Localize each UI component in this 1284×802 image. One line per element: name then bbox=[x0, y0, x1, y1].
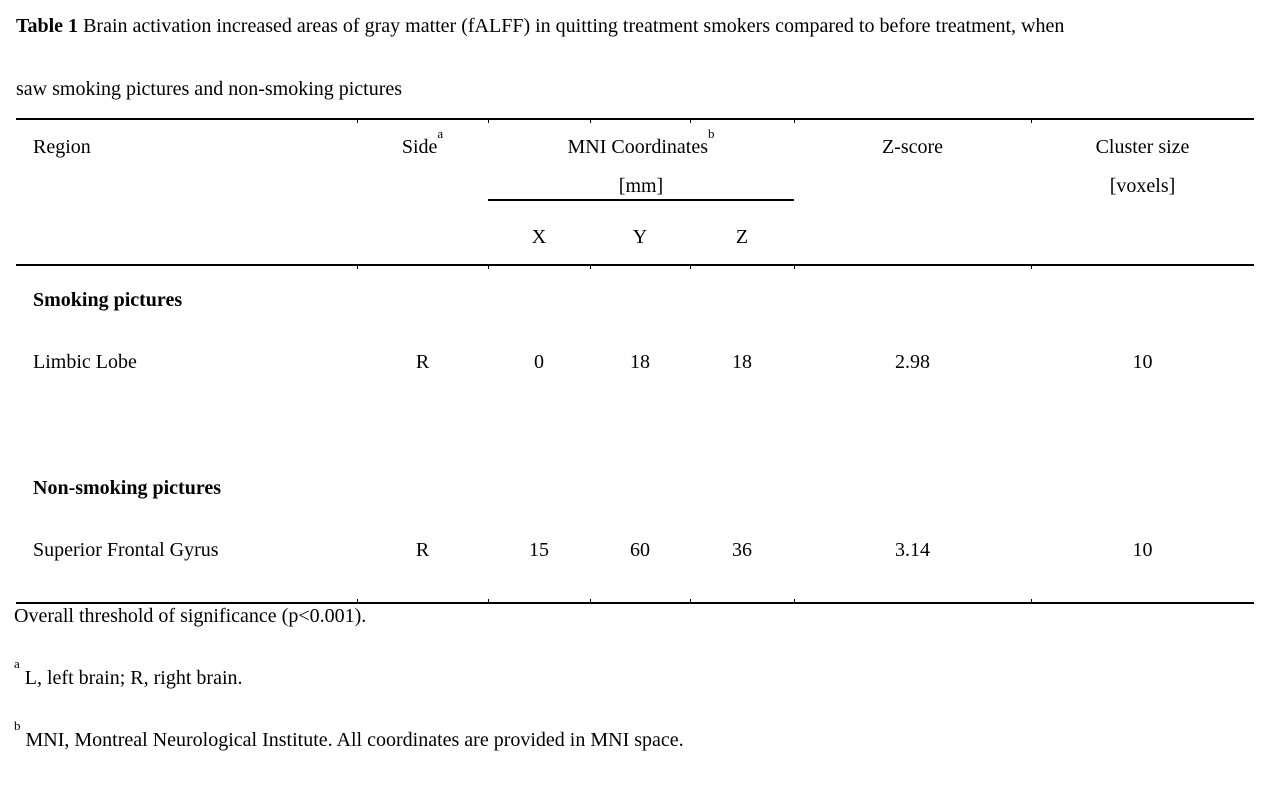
col-header-zscore: Z-score bbox=[881, 136, 944, 158]
section-title: Non-smoking pictures bbox=[33, 477, 221, 499]
table-top-rule bbox=[16, 118, 1254, 123]
side-footnote-mark: a bbox=[437, 126, 444, 142]
mni-unit-label: [mm] bbox=[488, 173, 794, 201]
footnote-threshold: Overall threshold of significance (p<0.0… bbox=[14, 605, 367, 627]
column-border-tick bbox=[690, 266, 691, 269]
section-header-smoking: Smoking pictures bbox=[16, 287, 1254, 313]
cell-x: 0 bbox=[534, 351, 544, 373]
table-footnotes: Overall threshold of significance (p<0.0… bbox=[14, 583, 1264, 753]
cell-y: 18 bbox=[630, 351, 650, 373]
footnote-a-text: L, left brain; R, right brain. bbox=[24, 667, 243, 689]
cell-zscore: 3.14 bbox=[895, 539, 930, 561]
col-header-mni: MNI Coordinatesb bbox=[488, 127, 794, 160]
mni-label: MNI Coordinates bbox=[567, 136, 709, 158]
footnote-b: b MNI, Montreal Neurological Institute. … bbox=[14, 719, 1264, 753]
header-row-units: [mm] [voxels] bbox=[16, 173, 1254, 201]
cell-region: Limbic Lobe bbox=[33, 351, 137, 373]
column-border-tick bbox=[794, 266, 795, 269]
col-header-y: Y bbox=[632, 226, 648, 248]
footnote-b-text: MNI, Montreal Neurological Institute. Al… bbox=[25, 729, 684, 751]
table-body: Smoking pictures Limbic Lobe R 0 18 18 2… bbox=[16, 287, 1254, 602]
cell-cluster: 10 bbox=[1132, 351, 1153, 373]
column-border-tick bbox=[357, 599, 358, 602]
cell-side: R bbox=[415, 539, 430, 561]
table-row-superior-frontal-gyrus: Superior Frontal Gyrus R 15 60 36 3.14 1… bbox=[16, 537, 1254, 563]
table-header-rule bbox=[16, 264, 1254, 269]
col-header-side: Sidea bbox=[357, 127, 488, 160]
cell-z: 36 bbox=[732, 539, 752, 561]
cell-zscore: 2.98 bbox=[895, 351, 930, 373]
caption-text: Brain activation increased areas of gray… bbox=[78, 15, 1065, 37]
cell-side: R bbox=[415, 351, 430, 373]
column-border-tick bbox=[690, 599, 691, 602]
table-row-limbic-lobe: Limbic Lobe R 0 18 18 2.98 10 bbox=[16, 349, 1254, 375]
column-border-tick bbox=[590, 266, 591, 269]
col-header-x: X bbox=[531, 226, 547, 248]
cell-cluster: 10 bbox=[1132, 539, 1153, 561]
column-border-tick bbox=[357, 120, 358, 123]
column-border-tick bbox=[590, 599, 591, 602]
section-header-non-smoking: Non-smoking pictures bbox=[16, 475, 1254, 501]
header-row-xyz: X Y Z bbox=[16, 224, 1254, 250]
table-caption: Table 1 Brain activation increased areas… bbox=[16, 13, 1268, 102]
caption-table-number: Table 1 bbox=[16, 15, 79, 37]
cluster-unit-label: [voxels] bbox=[1109, 175, 1176, 197]
cell-region: Superior Frontal Gyrus bbox=[33, 539, 219, 561]
col-header-z: Z bbox=[735, 226, 749, 248]
header-row-main: Region Sidea MNI Coordinatesb Z-score Cl… bbox=[16, 120, 1254, 160]
footnote-a: a L, left brain; R, right brain. bbox=[14, 657, 1264, 691]
col-header-cluster: Cluster size bbox=[1095, 136, 1190, 158]
column-border-tick bbox=[357, 266, 358, 269]
col-header-region: Region bbox=[33, 136, 91, 158]
column-border-tick bbox=[1031, 599, 1032, 602]
column-border-tick bbox=[794, 599, 795, 602]
caption-line-2: saw smoking pictures and non-smoking pic… bbox=[16, 78, 403, 100]
column-border-tick bbox=[794, 120, 795, 123]
column-border-tick bbox=[1031, 266, 1032, 269]
column-border-tick bbox=[590, 120, 591, 123]
column-border-tick bbox=[690, 120, 691, 123]
section-title: Smoking pictures bbox=[33, 289, 183, 311]
side-label: Side bbox=[401, 136, 438, 158]
table-header: Region Sidea MNI Coordinatesb Z-score Cl… bbox=[16, 120, 1254, 264]
cell-x: 15 bbox=[529, 539, 549, 561]
caption-line-1: Table 1 Brain activation increased areas… bbox=[16, 13, 1268, 39]
footnote-a-mark: a bbox=[14, 656, 20, 672]
column-border-tick bbox=[488, 266, 489, 269]
cell-y: 60 bbox=[630, 539, 650, 561]
column-border-tick bbox=[488, 120, 489, 123]
footnote-b-mark: b bbox=[14, 718, 21, 734]
table-bottom-rule bbox=[16, 599, 1254, 604]
results-table: Region Sidea MNI Coordinatesb Z-score Cl… bbox=[16, 118, 1254, 604]
column-border-tick bbox=[488, 599, 489, 602]
cell-z: 18 bbox=[732, 351, 752, 373]
column-border-tick bbox=[1031, 120, 1032, 123]
mni-footnote-mark: b bbox=[708, 126, 715, 142]
